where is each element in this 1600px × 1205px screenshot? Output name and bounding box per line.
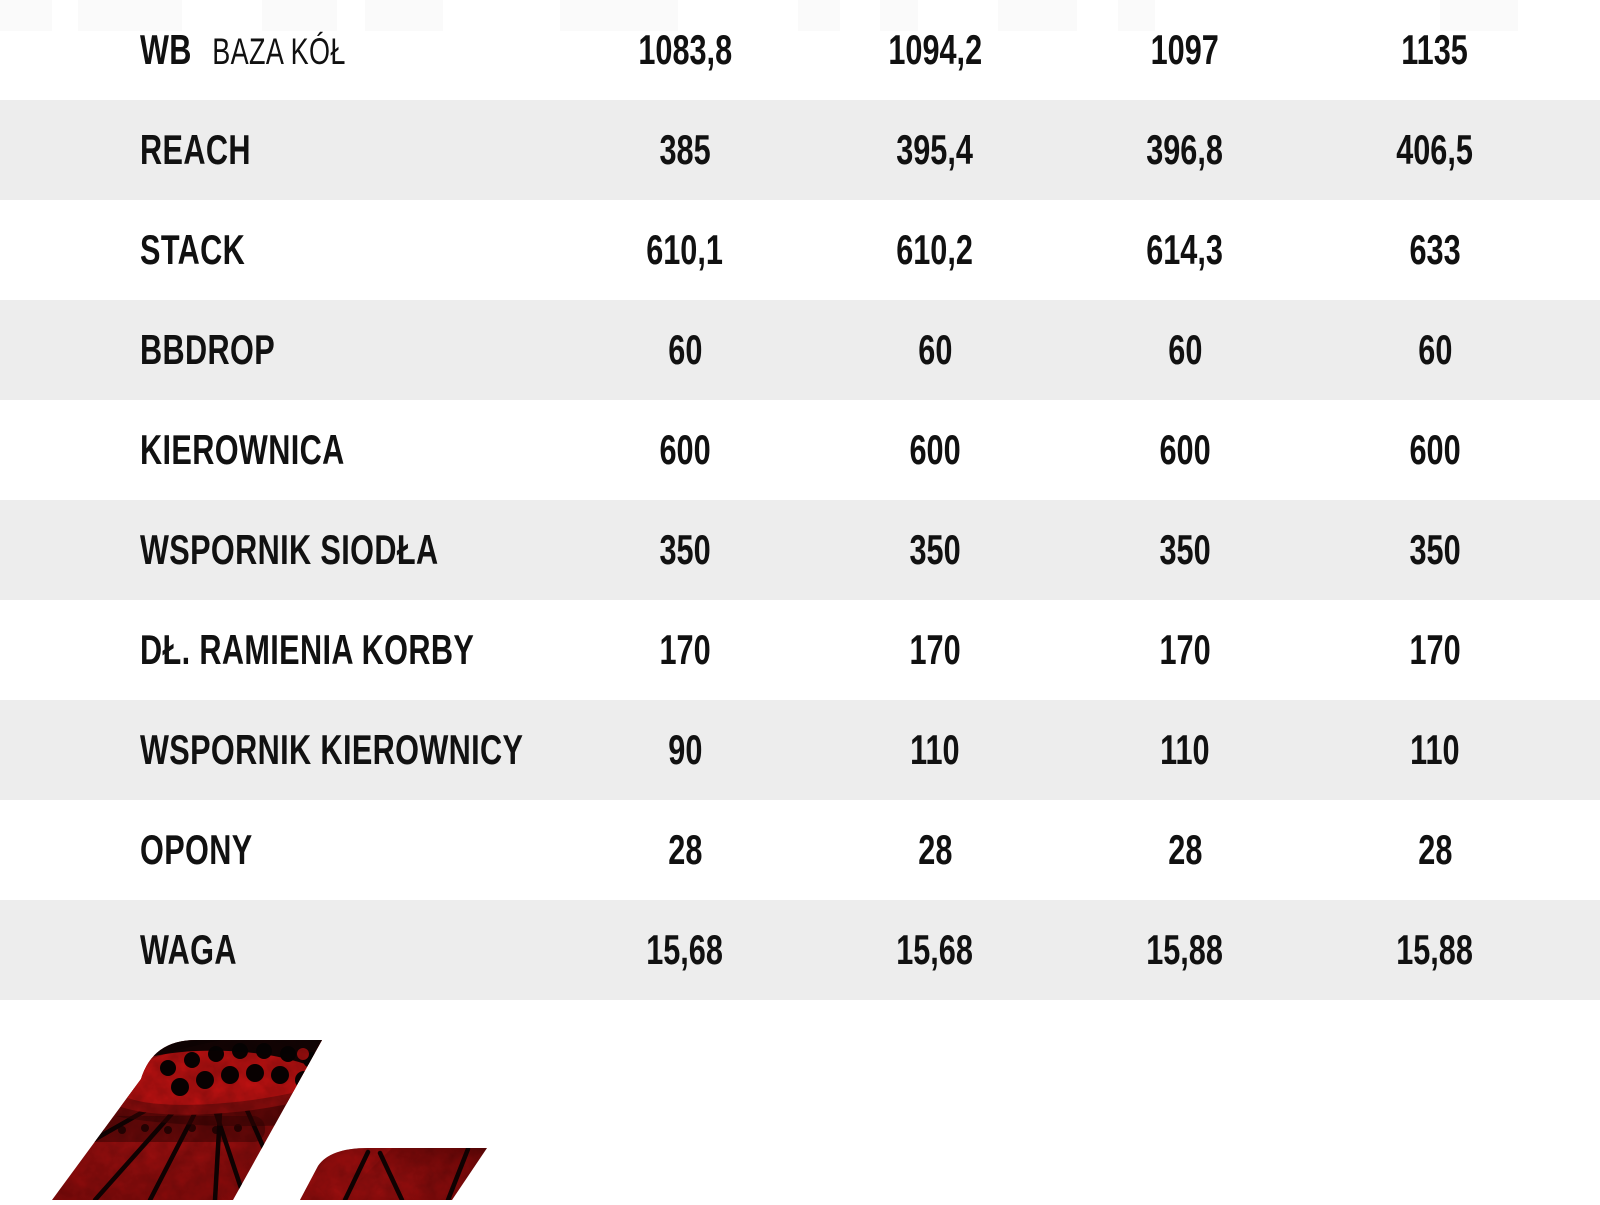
row-value: 60 [667, 326, 703, 373]
table-row: DŁ. RAMIENIA KORBY 170 170 170 170 [0, 600, 1600, 700]
table-row: STACK 610,1 610,2 614,3 633 [0, 200, 1600, 300]
row-value: 633 [1409, 226, 1461, 273]
row-value: 15,88 [1146, 926, 1224, 973]
row-value: 406,5 [1396, 126, 1474, 173]
row-label: KIEROWNICA [140, 426, 345, 473]
row-label-cell: WAGA [0, 926, 560, 974]
row-value: 350 [659, 526, 711, 573]
row-value: 385 [659, 126, 711, 173]
row-label-cell: STACK [0, 226, 560, 274]
row-label: WSPORNIK KIEROWNICY [140, 726, 524, 773]
row-value: 396,8 [1146, 126, 1224, 173]
row-value: 1083,8 [638, 26, 732, 73]
row-sublabel: BAZA KÓŁ [212, 31, 346, 72]
row-label: WB [140, 26, 192, 73]
row-label-cell: REACH [0, 126, 560, 174]
row-value: 170 [659, 626, 711, 673]
bike-wheel-logo-icon [0, 970, 560, 1200]
row-label-cell: WSPORNIK SIODŁA [0, 526, 560, 574]
row-label: STACK [140, 226, 246, 273]
table-row: KIEROWNICA 600 600 600 600 [0, 400, 1600, 500]
row-value: 600 [909, 426, 961, 473]
row-value: 170 [1159, 626, 1211, 673]
row-value: 170 [909, 626, 961, 673]
table-row: WSPORNIK SIODŁA 350 350 350 350 [0, 500, 1600, 600]
row-value: 610,1 [646, 226, 724, 273]
row-value: 15,88 [1396, 926, 1474, 973]
row-value: 28 [1417, 826, 1453, 873]
row-value: 110 [1410, 726, 1460, 773]
row-value: 110 [910, 726, 960, 773]
row-label: REACH [140, 126, 251, 173]
row-value: 600 [1159, 426, 1211, 473]
row-label-cell: DŁ. RAMIENIA KORBY [0, 626, 560, 674]
row-value: 350 [1409, 526, 1461, 573]
row-value: 60 [917, 326, 953, 373]
row-value: 60 [1167, 326, 1203, 373]
row-value: 110 [1160, 726, 1210, 773]
row-label: OPONY [140, 826, 253, 873]
row-value: 90 [667, 726, 703, 773]
row-label-cell: BBDROP [0, 326, 560, 374]
table-row: WB BAZA KÓŁ 1083,8 1094,2 1097 1135 [0, 0, 1600, 100]
row-value: 350 [909, 526, 961, 573]
row-label: WSPORNIK SIODŁA [140, 526, 439, 573]
row-label-cell: WSPORNIK KIEROWNICY [0, 726, 560, 774]
row-value: 60 [1417, 326, 1453, 373]
row-value: 395,4 [896, 126, 974, 173]
row-value: 170 [1409, 626, 1461, 673]
table-row: WAGA 15,68 15,68 15,88 15,88 [0, 900, 1600, 1000]
table-row: OPONY 28 28 28 28 [0, 800, 1600, 900]
row-value: 28 [917, 826, 953, 873]
row-label: DŁ. RAMIENIA KORBY [140, 626, 475, 673]
table-row: BBDROP 60 60 60 60 [0, 300, 1600, 400]
row-value: 350 [1159, 526, 1211, 573]
row-label: WAGA [140, 926, 237, 973]
row-value: 614,3 [1146, 226, 1224, 273]
row-label: BBDROP [140, 326, 276, 373]
row-label-cell: WB BAZA KÓŁ [0, 26, 560, 74]
row-value: 600 [1409, 426, 1461, 473]
table-row: WSPORNIK KIEROWNICY 90 110 110 110 [0, 700, 1600, 800]
row-label-cell: KIEROWNICA [0, 426, 560, 474]
row-value: 610,2 [896, 226, 974, 273]
row-value: 28 [667, 826, 703, 873]
row-value: 1097 [1150, 26, 1220, 73]
row-value: 15,68 [896, 926, 974, 973]
row-value: 600 [659, 426, 711, 473]
row-value: 15,68 [646, 926, 724, 973]
table-row: REACH 385 395,4 396,8 406,5 [0, 100, 1600, 200]
row-value: 28 [1167, 826, 1203, 873]
geometry-table: WB BAZA KÓŁ 1083,8 1094,2 1097 1135 REACH 3… [0, 0, 1600, 1000]
row-value: 1135 [1401, 26, 1469, 73]
row-value: 1094,2 [888, 26, 982, 73]
row-label-cell: OPONY [0, 826, 560, 874]
